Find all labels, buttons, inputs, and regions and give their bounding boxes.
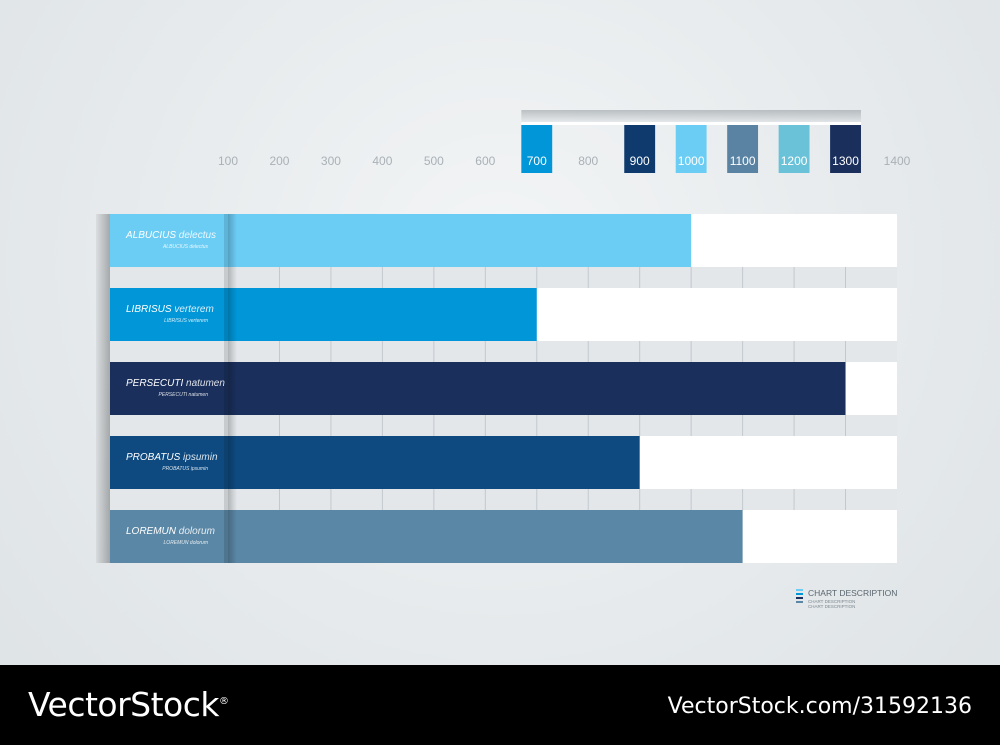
tick-highlight — [521, 125, 553, 173]
bar-label-panel — [110, 288, 228, 341]
tick-label: 1100 — [730, 154, 756, 168]
bar-label: PERSECUTI natumen — [126, 378, 225, 389]
bar-sublabel: PROBATUS ipsumin — [162, 466, 208, 472]
row-gap — [110, 341, 897, 362]
bar-label-light: delectus — [176, 230, 216, 241]
left-shadow-strip — [96, 214, 110, 563]
legend-line: CHART DESCRIPTION — [808, 604, 856, 609]
legend-swatch — [796, 601, 803, 603]
bar-sublabel: ALBUCIUS delectus — [162, 244, 209, 250]
registered-mark: ® — [219, 696, 229, 707]
bar-sublabel: PERSECUTI natumen — [159, 392, 209, 398]
row-gap — [110, 267, 897, 288]
tick-label: 1400 — [884, 154, 911, 168]
tick-label: 1300 — [832, 154, 859, 168]
brand-logo: VectorStock® — [28, 685, 229, 724]
tick-bracket-shadow — [521, 110, 861, 124]
tick-label: 600 — [475, 154, 495, 168]
tick-highlight — [624, 125, 656, 173]
bar-label-bold: LOREMUN — [126, 526, 177, 537]
tick-label: 900 — [630, 154, 650, 168]
image-url: VectorStock.com/31592136 — [667, 694, 972, 719]
tick-highlight — [830, 125, 861, 173]
row-gap — [110, 415, 897, 436]
bar-label-light: dolorum — [176, 526, 215, 537]
bar-label-panel — [110, 214, 228, 267]
bar-label-bold: ALBUCIUS — [125, 230, 176, 241]
bar-label: LOREMUN dolorum — [126, 526, 215, 537]
legend-swatch — [796, 589, 803, 591]
tick-highlight — [727, 125, 759, 173]
bar-label-panel — [110, 436, 228, 489]
grid-layer — [96, 214, 897, 563]
tick-label: 800 — [578, 154, 598, 168]
separator-edge — [224, 214, 228, 563]
tick-label: 500 — [424, 154, 444, 168]
row-gap — [110, 489, 897, 510]
bar-label: LIBRISUS verterem — [126, 304, 214, 315]
x-axis-ticks: 100 200 300 400 500 600 700 800 900 1000 1100 1200 1… — [218, 110, 911, 173]
bar-label-light: verterem — [172, 304, 214, 315]
separator-shadow — [228, 214, 237, 563]
tick-label: 200 — [269, 154, 289, 168]
tick-highlight — [675, 125, 707, 173]
tick-label: 300 — [321, 154, 341, 168]
tick-label: 700 — [527, 154, 547, 168]
tick-label: 1000 — [678, 154, 705, 168]
tick-bracket — [521, 122, 861, 125]
tick-label: 400 — [372, 154, 392, 168]
bar-label-panel — [110, 362, 228, 415]
legend-title: CHART DESCRIPTION — [808, 588, 898, 598]
watermark-footer: VectorStock® VectorStock.com/31592136 — [0, 665, 1000, 745]
bar-label: ALBUCIUS delectus — [125, 230, 216, 241]
bar-sublabel: LOREMUN dolorum — [164, 540, 208, 546]
bar-label-light: natumen — [183, 378, 225, 389]
tick-label: 1200 — [781, 154, 808, 168]
tick-highlight — [778, 125, 810, 173]
legend-line: CHART DESCRIPTION — [808, 599, 856, 604]
bar-label-bold: LIBRISUS — [126, 304, 172, 315]
brand-name: VectorStock — [28, 685, 220, 724]
bar-label-light: ipsumin — [180, 452, 218, 463]
bar-label-bold: PROBATUS — [126, 452, 181, 463]
tick-label: 100 — [218, 154, 238, 168]
bar-label: PROBATUS ipsumin — [126, 452, 218, 463]
bar-label-panel — [110, 510, 228, 563]
bar-sublabel: LIBRISUS verterem — [164, 318, 208, 324]
bar-label-bold: PERSECUTI — [126, 378, 183, 389]
legend-swatch — [796, 597, 803, 599]
legend-swatch — [796, 593, 803, 595]
